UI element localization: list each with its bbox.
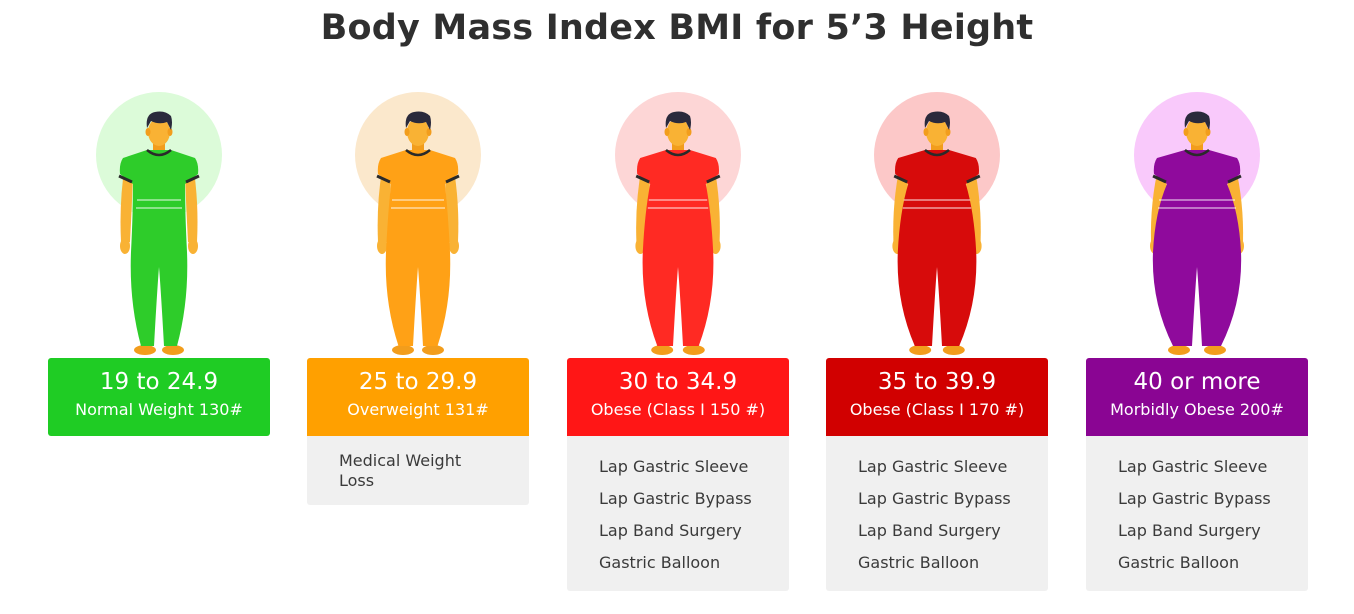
treatment-item: Lap Gastric Sleeve: [599, 457, 749, 476]
person-illustration-icon: [1134, 92, 1260, 355]
treatment-list: Lap Gastric Sleeve Lap Gastric Bypass La…: [567, 436, 789, 591]
bmi-badge: 30 to 34.9 Obese (Class I 150 #): [567, 358, 789, 436]
bmi-range: 25 to 29.9: [358, 369, 478, 395]
treatment-item: Lap Gastric Sleeve: [858, 457, 1008, 476]
bmi-category-label: Obese (Class I 170 #): [849, 400, 1025, 419]
bmi-category-label: Normal Weight 130#: [75, 400, 243, 419]
treatment-list: Medical Weight Loss: [307, 436, 529, 505]
treatment-item: Lap Gastric Bypass: [599, 489, 752, 508]
figure-overweight: [307, 92, 529, 358]
treatment-list: Lap Gastric Sleeve Lap Gastric Bypass La…: [826, 436, 1048, 591]
person-illustration-icon: [615, 92, 741, 355]
treatment-item: Medical Weight Loss: [339, 451, 462, 490]
bmi-badge: 25 to 29.9 Overweight 131#: [307, 358, 529, 436]
bmi-range: 30 to 34.9: [618, 369, 738, 395]
figure-normal-weight: [48, 92, 270, 358]
figure-morbidly-obese: [1086, 92, 1308, 358]
bmi-badge: 35 to 39.9 Obese (Class I 170 #): [826, 358, 1048, 436]
treatment-item: Lap Band Surgery: [599, 521, 742, 540]
bmi-category-overweight: 25 to 29.9 Overweight 131# Medical Weigh…: [307, 92, 529, 505]
treatment-item: Lap Gastric Sleeve: [1118, 457, 1268, 476]
bmi-category-label: Obese (Class I 150 #): [590, 400, 766, 419]
page-title: Body Mass Index BMI for 5’3 Height: [320, 8, 1034, 48]
bmi-category-morbid: 40 or more Morbidly Obese 200# Lap Gastr…: [1086, 92, 1308, 591]
person-illustration-icon: [874, 92, 1000, 355]
person-illustration-icon: [355, 92, 481, 355]
bmi-range: 19 to 24.9: [99, 369, 219, 395]
treatment-item: Gastric Balloon: [1118, 553, 1240, 572]
bmi-range: 40 or more: [1133, 369, 1261, 395]
treatment-item: Lap Band Surgery: [1118, 521, 1261, 540]
bmi-category-normal: 19 to 24.9 Normal Weight 130#: [48, 92, 270, 436]
treatment-item: Gastric Balloon: [599, 553, 721, 572]
bmi-range: 35 to 39.9: [877, 369, 997, 395]
figure-obese-class-1: [567, 92, 789, 358]
bmi-category-obese-1: 30 to 34.9 Obese (Class I 150 #) Lap Gas…: [567, 92, 789, 591]
bmi-category-label: Overweight 131#: [347, 400, 489, 419]
bmi-badge: 40 or more Morbidly Obese 200#: [1086, 358, 1308, 436]
bmi-badge: 19 to 24.9 Normal Weight 130#: [48, 358, 270, 436]
treatment-item: Lap Band Surgery: [858, 521, 1001, 540]
treatment-item: Lap Gastric Bypass: [858, 489, 1011, 508]
bmi-category-label: Morbidly Obese 200#: [1110, 400, 1284, 419]
treatment-item: Gastric Balloon: [858, 553, 980, 572]
treatment-item: Lap Gastric Bypass: [1118, 489, 1271, 508]
figure-obese-class-2: [826, 92, 1048, 358]
person-illustration-icon: [96, 92, 222, 355]
treatment-list: Lap Gastric Sleeve Lap Gastric Bypass La…: [1086, 436, 1308, 591]
bmi-category-obese-2: 35 to 39.9 Obese (Class I 170 #) Lap Gas…: [826, 92, 1048, 591]
